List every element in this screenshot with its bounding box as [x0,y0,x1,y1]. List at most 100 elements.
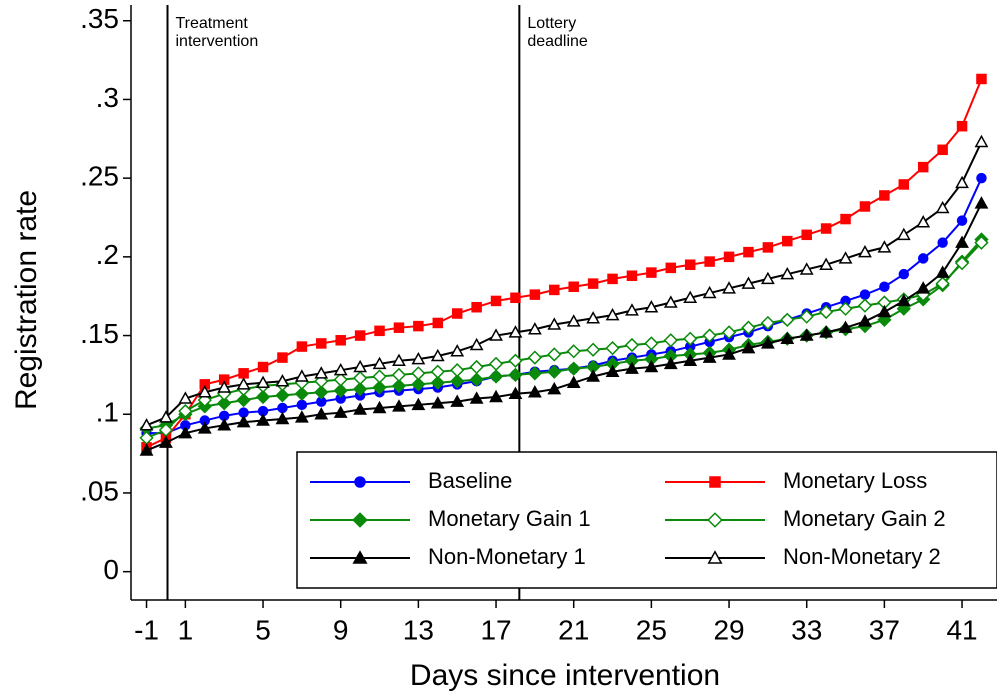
marker [392,353,406,366]
legend-label: Non-Monetary 1 [428,544,586,569]
marker [238,368,249,379]
marker [529,289,541,300]
marker [296,341,308,352]
marker [197,385,212,398]
marker [644,336,659,351]
marker [294,410,309,423]
marker [489,328,503,341]
marker [762,242,774,253]
series-line [146,141,983,427]
marker [275,374,290,387]
marker [508,325,523,338]
marker [955,175,969,189]
marker [508,367,523,383]
marker [626,270,638,281]
annotation: Treatment [176,15,249,32]
marker [838,251,853,264]
marker [838,301,853,316]
marker [937,237,948,248]
marker [294,386,310,401]
marker [663,295,678,308]
series [139,196,989,456]
marker [374,325,385,337]
marker [159,410,173,423]
marker [391,367,407,383]
marker [236,392,251,408]
marker [935,276,950,291]
x-axis-title: Days since intervention [410,659,720,692]
marker [743,246,754,258]
marker [780,331,795,344]
marker [527,366,543,381]
marker [858,244,872,258]
marker [335,335,346,346]
x-tick-label: 33 [791,614,822,645]
marker [877,240,892,253]
marker [974,235,989,250]
x-tick-label: 1 [178,614,194,645]
x-tick-label: 21 [558,614,589,645]
y-tick-label: .05 [80,475,119,506]
marker [430,348,445,362]
marker [527,322,542,335]
legend-label: Non-Monetary 2 [783,544,941,569]
marker [549,284,560,296]
legend-label: Baseline [428,468,512,493]
marker [178,425,193,439]
marker [799,262,814,275]
marker [217,380,232,393]
marker [741,340,756,354]
marker [818,304,834,320]
marker [527,350,543,365]
marker [352,381,368,397]
marker [722,281,736,294]
marker [217,418,232,431]
marker [819,325,834,338]
x-tick-label: 5 [255,614,271,645]
marker [879,281,890,293]
series [141,73,987,453]
marker [801,229,812,241]
series [139,232,989,436]
x-tick-label: 9 [333,614,349,645]
marker [707,550,723,564]
y-tick-label: .15 [80,318,119,349]
marker [314,407,329,420]
marker [256,413,270,426]
marker [586,369,601,382]
marker [566,344,581,359]
marker [585,342,601,357]
marker [760,315,776,331]
marker [372,400,387,414]
marker [257,361,269,373]
marker [974,134,989,148]
marker [508,386,523,400]
marker [782,235,793,247]
x-tick-label: 17 [480,614,511,645]
marker [683,353,698,366]
marker [709,476,721,488]
marker [704,256,715,267]
marker [644,300,659,313]
marker [955,235,969,248]
marker [508,353,523,368]
legend-label: Monetary Loss [783,468,927,493]
marker [937,144,948,156]
marker [917,161,929,173]
marker [372,380,387,395]
marker [372,369,387,384]
series-line [146,177,983,435]
marker [722,347,736,360]
y-axis-title: Registration rate [10,190,43,410]
marker [646,267,657,278]
marker [663,333,678,348]
marker [587,278,599,289]
marker [605,307,620,321]
marker [780,312,795,327]
marker [316,338,327,349]
marker [702,350,717,363]
marker [547,364,562,379]
marker [255,389,271,405]
marker [820,223,832,234]
marker [469,372,484,387]
